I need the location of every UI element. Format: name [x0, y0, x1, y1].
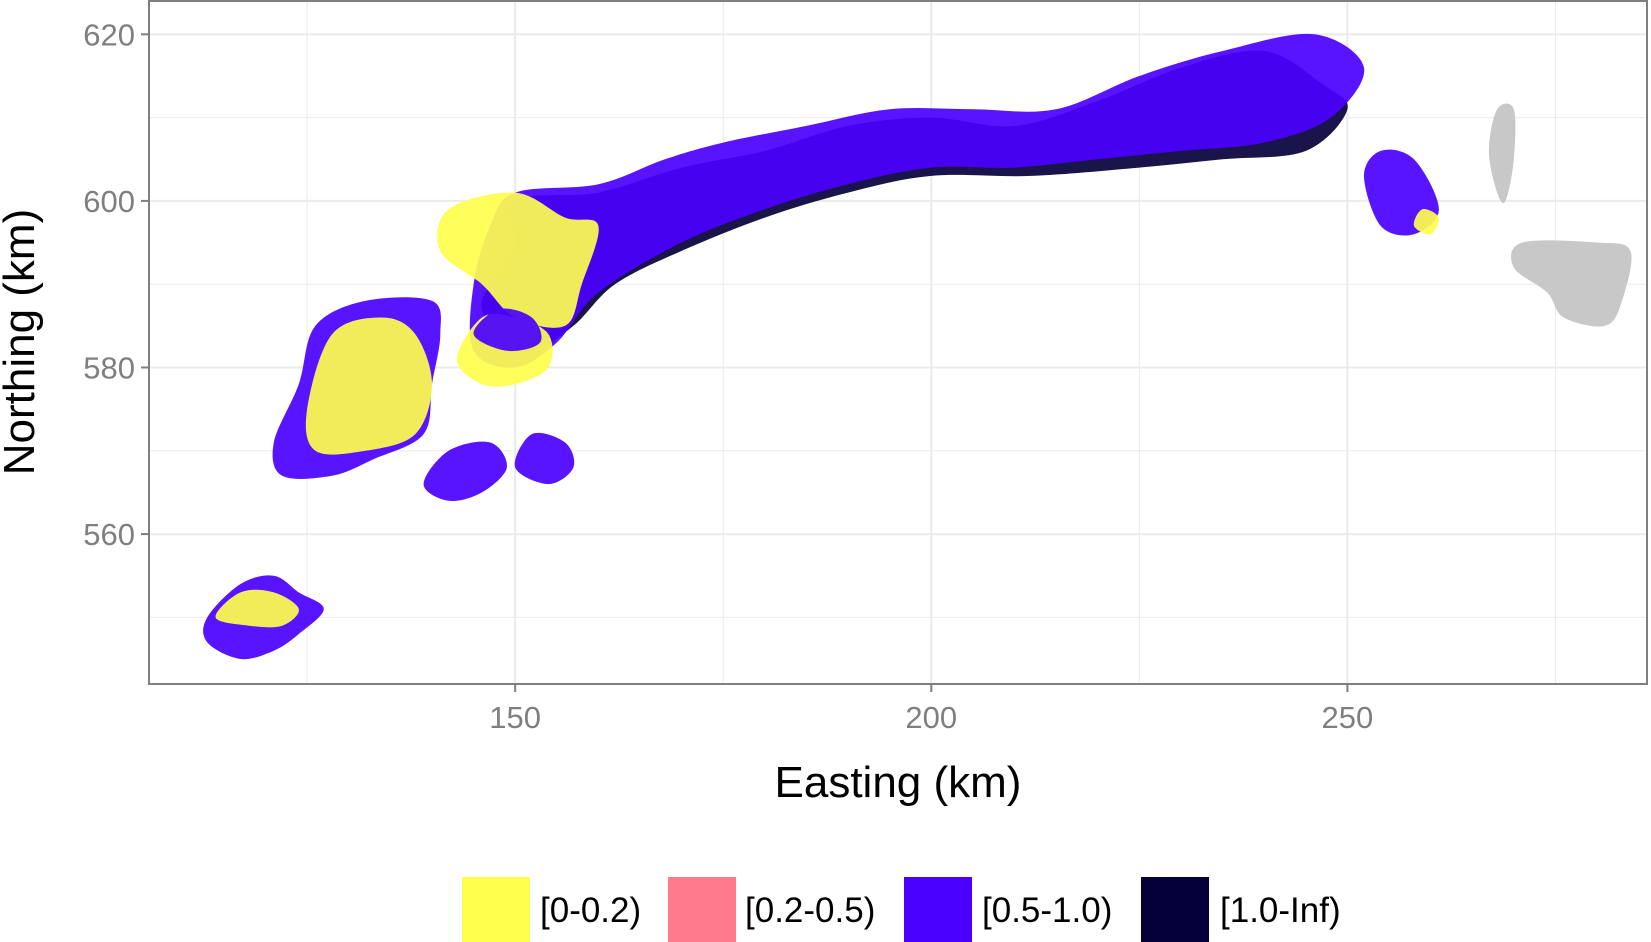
legend-swatch-0.5-1.0: [904, 877, 972, 942]
legend-label-0.2-0.5: [0.2-0.5): [745, 891, 875, 930]
legend-label-0.5-1.0: [0.5-1.0): [982, 891, 1112, 930]
y-axis: 560 580 600 620: [83, 17, 149, 552]
legend-swatch-1.0-inf: [1141, 877, 1209, 942]
x-tick-label: 200: [905, 700, 957, 735]
legend: [0-0.2) [0.2-0.5) [0.5-1.0) [1.0-Inf): [462, 877, 1341, 942]
y-axis-title: Northing (km): [0, 209, 44, 476]
map-region-band-0-5-1-0: [473, 308, 542, 352]
panel-border: [148, 0, 1648, 685]
y-tick-label: 580: [83, 350, 135, 385]
y-tick-label: 620: [83, 17, 135, 52]
map-region-band-0-0-2: [437, 192, 599, 328]
legend-swatch-0.2-0.5: [668, 877, 736, 942]
x-axis-title: Easting (km): [775, 758, 1022, 807]
map-region-band-0-5-1-0: [423, 441, 508, 502]
x-tick-label: 150: [489, 700, 541, 735]
x-tick-label: 250: [1322, 700, 1374, 735]
map-regions: [203, 33, 1632, 660]
x-axis: 150 200 250: [489, 684, 1373, 735]
y-tick-label: 600: [83, 184, 135, 219]
y-tick-label: 560: [83, 517, 135, 552]
map-region-band-0-5-1-0: [514, 432, 575, 485]
map-region-band-0-0-2: [215, 589, 299, 628]
map-region-band-0-0-2: [305, 317, 432, 455]
map-region-band-0-0-2: [1413, 208, 1440, 235]
legend-label-1.0-inf: [1.0-Inf): [1220, 891, 1341, 930]
map-region-no-data: [1488, 103, 1516, 204]
map-region-no-data: [1510, 240, 1632, 327]
map-region-band-0-5-1-0: [469, 33, 1365, 368]
legend-label-0-0.2: [0-0.2): [540, 891, 641, 930]
legend-swatch-0-0.2: [462, 877, 530, 942]
